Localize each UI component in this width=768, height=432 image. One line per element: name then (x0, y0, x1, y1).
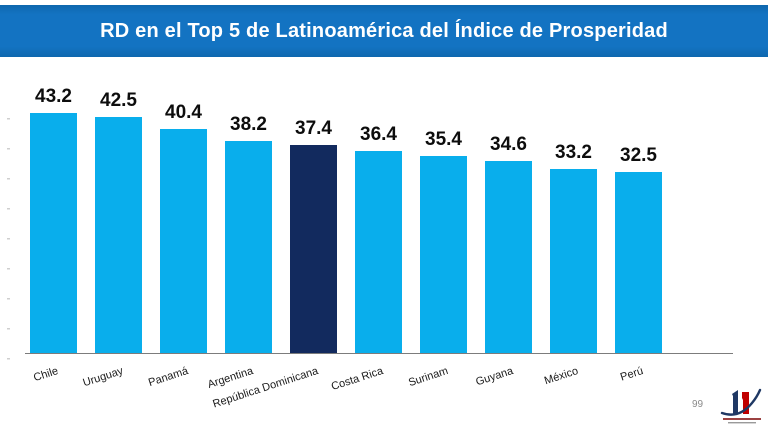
bar-chart: 43.2 42.5 40.4 38.2 37.4 36.4 35.4 34.6 33.2 32.5… (7, 80, 733, 430)
bar (420, 156, 467, 353)
bar-value-label: 35.4 (425, 129, 462, 151)
plot-area: 43.2 42.5 40.4 38.2 37.4 36.4 35.4 34.6 33.2 32.5 (7, 86, 733, 363)
category-label: Surinam (406, 365, 450, 390)
bar-value-label: 42.5 (100, 89, 137, 111)
bar (485, 160, 532, 353)
y-axis-ticks (7, 118, 10, 363)
company-logo (720, 388, 762, 424)
category-label: Uruguay (80, 365, 125, 390)
title-banner: RD en el Top 5 de Latinoamérica del Índi… (0, 5, 768, 57)
logo-mark (720, 388, 762, 416)
bar (550, 168, 597, 353)
category-label: Costa Rica (329, 365, 385, 394)
bar-value-label: 38.2 (230, 113, 267, 135)
bar (615, 172, 662, 353)
bar-value-label: 34.6 (490, 133, 527, 155)
category-label: México (542, 365, 580, 388)
bar (160, 128, 207, 353)
category-label: Panamá (146, 365, 190, 390)
category-axis: Chile Uruguay Panamá Argentina República Dom… (25, 359, 733, 429)
category-label: Perú (618, 365, 645, 384)
page-number: 99 (692, 399, 704, 410)
bar (30, 113, 77, 353)
bar-value-label: 37.4 (295, 118, 332, 140)
bar-value-label: 43.2 (35, 86, 72, 107)
bar-value-label: 40.4 (165, 101, 202, 123)
bar (355, 150, 402, 353)
bar (95, 116, 142, 353)
logo-text-lines (723, 418, 761, 424)
bar-value-label: 36.4 (360, 123, 397, 145)
bar-highlight (290, 145, 337, 353)
bar-value-label: 32.5 (620, 145, 657, 167)
bar (225, 140, 272, 353)
category-label: Chile (31, 365, 60, 385)
bar-value-label: 33.2 (555, 141, 592, 163)
category-label: Guyana (473, 365, 515, 389)
slide-title: RD en el Top 5 de Latinoamérica del Índi… (100, 19, 668, 42)
